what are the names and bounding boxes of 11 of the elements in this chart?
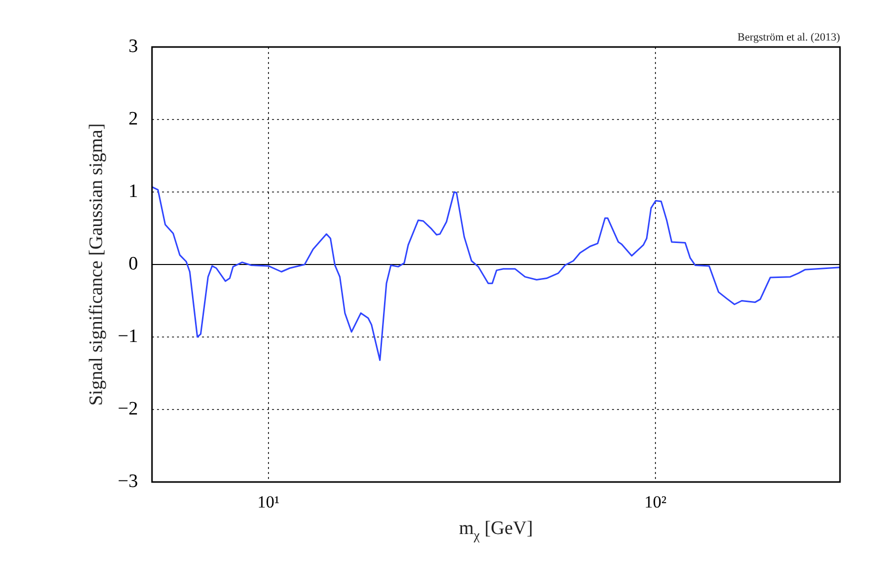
x-tick-label: 10²	[644, 492, 666, 512]
y-tick-label: 3	[128, 36, 138, 57]
text: Bergström et al. (2013)	[738, 31, 840, 44]
y-tick-label: −3	[118, 470, 138, 492]
y-tick-label: 1	[128, 180, 138, 202]
y-tick-label: −1	[118, 326, 138, 347]
y-tick-label: 0	[128, 253, 138, 274]
y-tick-label: 2	[128, 108, 138, 130]
x-tick-label: 10¹	[257, 492, 280, 512]
y-tick-label: −2	[118, 398, 138, 420]
y-axis-title: Signal significance [Gaussian sigma]	[86, 123, 107, 406]
